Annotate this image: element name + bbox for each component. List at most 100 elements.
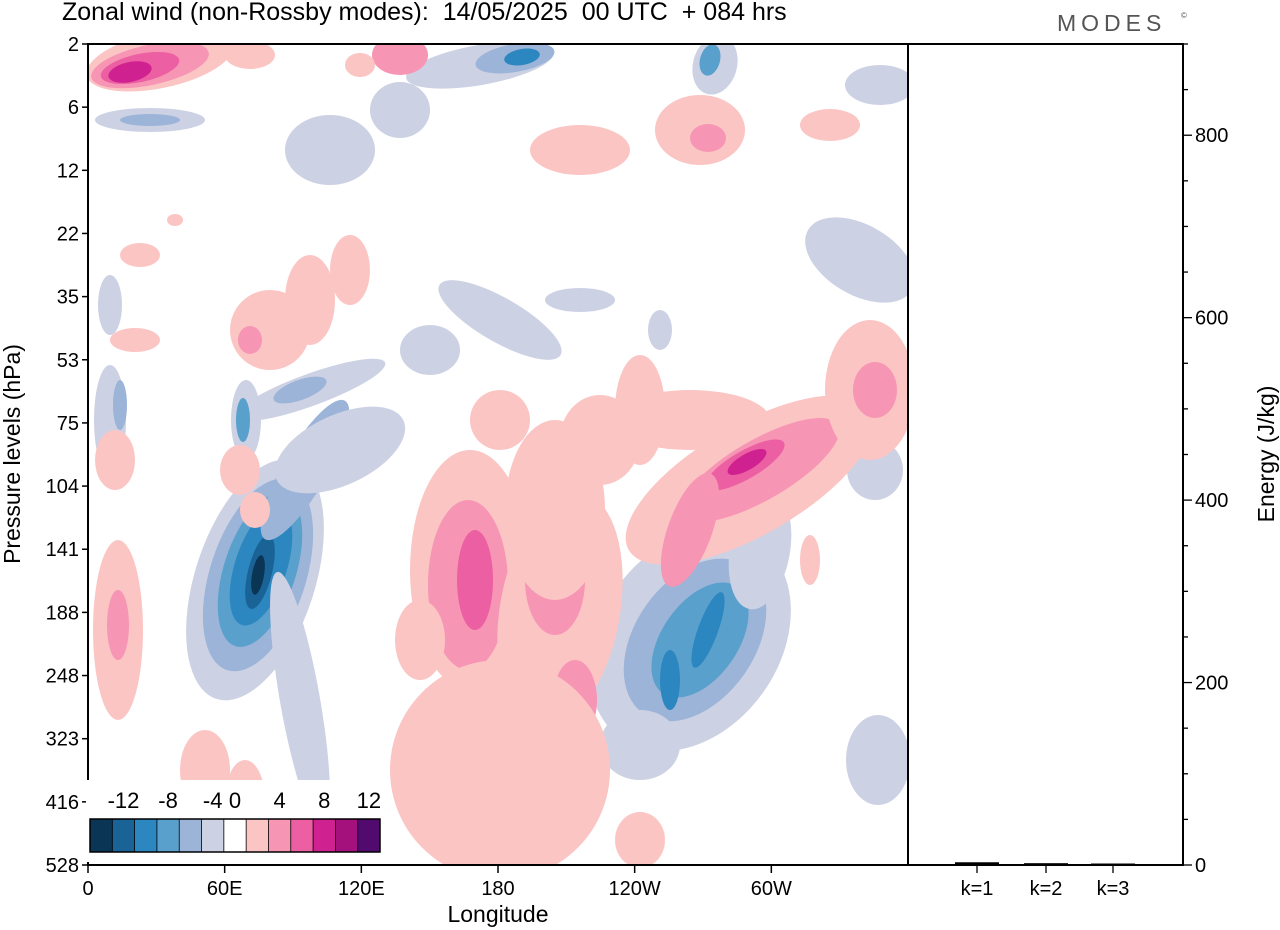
- y-tick-label: 12: [57, 160, 79, 182]
- energy-tick-label: 200: [1195, 673, 1228, 695]
- energy-bar-label: k=3: [1097, 878, 1130, 900]
- contour-region: [530, 125, 630, 175]
- contour-region: [236, 398, 250, 442]
- brand-copyright-mark: ©: [1181, 11, 1187, 20]
- x-tick-label: 60E: [207, 878, 243, 900]
- colorbar-label: 4: [273, 788, 285, 813]
- contour-region: [220, 445, 260, 495]
- y-tick-label: 323: [46, 729, 79, 751]
- contour-region: [330, 235, 370, 305]
- colorbar-swatch: [179, 819, 202, 852]
- contour-region: [853, 362, 897, 418]
- contour-region: [225, 44, 275, 69]
- y-tick-label: 528: [46, 855, 79, 877]
- colorbar-frame: [89, 818, 381, 853]
- colorbar-label: -8: [158, 788, 178, 813]
- contour-region: [660, 473, 720, 587]
- contour-region: [727, 449, 767, 475]
- contour-region: [120, 243, 160, 267]
- x-tick-label: 120W: [609, 878, 661, 900]
- energy-bar-label: k=1: [961, 878, 994, 900]
- y-tick-label: 35: [57, 287, 79, 309]
- contour-region: [390, 660, 610, 865]
- contour-region: [648, 310, 672, 350]
- contour-region: [167, 214, 183, 226]
- colorbar-label: 0: [229, 788, 241, 813]
- contour-region: [107, 590, 129, 660]
- contour-region: [108, 61, 152, 83]
- colorbar-swatch: [268, 819, 291, 852]
- x-tick-label: 120E: [338, 878, 385, 900]
- colorbar-swatch: [112, 819, 135, 852]
- chart-title: Zonal wind (non-Rossby modes): 14/05/202…: [62, 0, 787, 26]
- colorbar-swatch: [357, 819, 380, 852]
- contour-region: [270, 571, 330, 829]
- x-tick-label: 180: [481, 878, 514, 900]
- y-tick-label: 6: [68, 97, 79, 119]
- energy-panel: 0 200 400 600 800 k=1 k=2 k=3: [955, 43, 1228, 900]
- x-axis: 0 60E 120E 180 120W 60W: [82, 865, 792, 900]
- contour-region: [95, 430, 135, 490]
- colorbar-label: 8: [318, 788, 330, 813]
- contour-region: [800, 535, 820, 585]
- contour-region: [120, 114, 180, 126]
- contour-region: [560, 395, 640, 485]
- contour-region: [345, 53, 375, 77]
- x-axis-title: Longitude: [447, 901, 548, 927]
- contour-region: [400, 325, 460, 375]
- contour-region: [699, 44, 721, 76]
- energy-bar: [955, 862, 999, 865]
- contour-region: [805, 217, 908, 303]
- contour-region: [504, 48, 540, 66]
- contour-region: [470, 390, 530, 450]
- colorbar-swatch: [201, 819, 224, 852]
- y-axis-title: Pressure levels (hPa): [0, 344, 25, 564]
- contour-region: [660, 650, 680, 710]
- brand-logo: MODES: [1057, 10, 1167, 36]
- colorbar-swatch: [290, 819, 314, 852]
- y-tick-label: 141: [46, 539, 79, 561]
- y-tick-label: 53: [57, 350, 79, 372]
- colorbar-swatch: [313, 819, 336, 852]
- y-tick-label: 104: [46, 476, 79, 498]
- colorbar-swatch: [223, 819, 247, 852]
- contour-region: [600, 710, 680, 780]
- y-tick-label: 248: [46, 666, 79, 688]
- contour-region: [845, 65, 908, 105]
- contour-region: [370, 82, 430, 138]
- y-tick-label: 22: [57, 223, 79, 245]
- energy-tick-label: 0: [1195, 855, 1206, 877]
- contour-region: [240, 492, 270, 528]
- colorbar: -12 -8 -4 0 4 8 12: [86, 780, 386, 862]
- energy-tick-label: 800: [1195, 125, 1228, 147]
- colorbar-label: 12: [357, 788, 381, 813]
- x-tick-label: 0: [82, 878, 93, 900]
- colorbar-label: -12: [108, 788, 140, 813]
- colorbar-swatch: [90, 819, 113, 852]
- y-tick-label: 188: [46, 602, 79, 624]
- y-tick-label: 416: [46, 792, 79, 814]
- contour-region: [285, 115, 375, 185]
- energy-axis-title: Energy (J/kg): [1253, 386, 1279, 523]
- wind-field: [88, 44, 908, 865]
- colorbar-swatch: [156, 819, 180, 852]
- energy-tick-label: 400: [1195, 490, 1228, 512]
- colorbar-label: -4: [203, 788, 223, 813]
- colorbar-swatch: [335, 819, 358, 852]
- contour-region: [800, 109, 860, 141]
- contour-region: [395, 600, 445, 680]
- contour-region: [274, 406, 406, 494]
- contour-region: [273, 376, 327, 404]
- contour-region: [691, 592, 725, 668]
- energy-tick-label: 600: [1195, 308, 1228, 330]
- contour-region: [438, 280, 562, 360]
- x-tick-label: 60W: [751, 878, 792, 900]
- energy-bar-label: k=2: [1030, 878, 1063, 900]
- colorbar-swatch: [134, 819, 157, 852]
- contour-region: [251, 555, 265, 595]
- contour-region: [110, 328, 160, 352]
- contour-region: [457, 530, 493, 630]
- contour-region: [98, 275, 122, 335]
- y-tick-label: 2: [68, 34, 79, 56]
- contour-region: [285, 255, 335, 345]
